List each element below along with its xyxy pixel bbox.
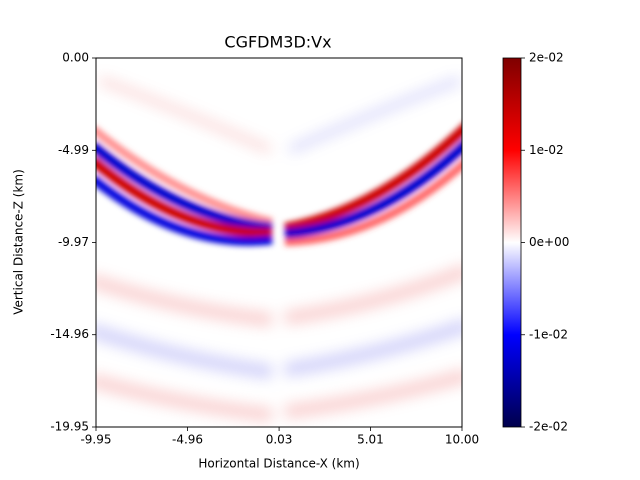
y-tick-label: -4.99 <box>58 143 89 157</box>
y-tick-label: -19.95 <box>50 420 89 434</box>
x-tick-label: 10.00 <box>445 433 479 447</box>
colorbar <box>502 57 522 428</box>
colorbar-tick-label: -1e-02 <box>529 327 568 341</box>
x-tick-label: -9.95 <box>80 433 111 447</box>
y-tick-label: -14.96 <box>50 327 89 341</box>
chart-title: CGFDM3D:Vx <box>224 33 331 52</box>
x-tick-label: -4.96 <box>172 433 203 447</box>
x-tick-label: 5.01 <box>357 433 384 447</box>
colorbar-tick-label: 0e+00 <box>529 235 569 249</box>
wavefield <box>96 58 462 427</box>
y-tick-label: 0.00 <box>62 51 89 65</box>
colorbar-tick-label: 1e-02 <box>529 143 564 157</box>
colorbar-tick-label: 2e-02 <box>529 51 564 65</box>
y-axis-label: Vertical Distance-Z (km) <box>12 169 26 315</box>
y-tick-label: -9.97 <box>58 235 89 249</box>
x-tick-label: 0.03 <box>266 433 293 447</box>
x-axis-label: Horizontal Distance-X (km) <box>198 457 359 471</box>
colorbar-tick-label: -2e-02 <box>529 420 568 434</box>
